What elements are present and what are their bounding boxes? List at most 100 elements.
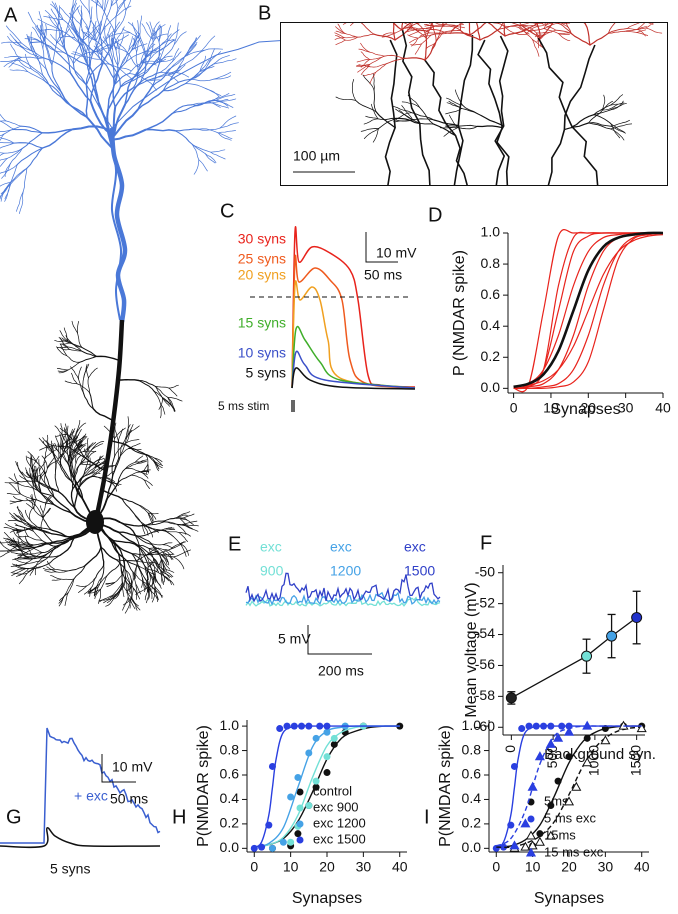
dendrite bbox=[553, 2, 555, 13]
dendrite bbox=[103, 466, 114, 469]
dendrite bbox=[334, 32, 345, 39]
dendrite bbox=[370, 103, 379, 120]
dendrite bbox=[198, 159, 208, 172]
x-tick-label: 10 bbox=[543, 400, 559, 416]
dendrite bbox=[396, 17, 407, 19]
dendrite bbox=[57, 444, 66, 453]
dendrite bbox=[384, 39, 398, 185]
dendrite bbox=[360, 42, 370, 53]
panel-label: H bbox=[172, 806, 186, 828]
dendrite bbox=[476, 0, 478, 19]
panel-label: D bbox=[428, 204, 442, 226]
dendrite bbox=[535, 31, 553, 34]
dendrite bbox=[51, 529, 75, 539]
dendrite bbox=[432, 0, 446, 3]
dendrite bbox=[82, 450, 97, 453]
dendrite bbox=[46, 457, 55, 469]
dendrite bbox=[67, 450, 74, 464]
dendrite bbox=[3, 148, 23, 154]
dendrite bbox=[475, 13, 485, 19]
dendrite bbox=[403, 23, 412, 27]
dendrite bbox=[133, 543, 150, 549]
dendrite bbox=[9, 69, 28, 72]
dendrite bbox=[438, 4, 439, 13]
dendrite bbox=[392, 23, 403, 31]
point bbox=[600, 735, 611, 745]
trace-label: 1500 bbox=[404, 563, 435, 579]
dendrite bbox=[94, 40, 111, 57]
dendrite bbox=[78, 19, 81, 36]
dendrite bbox=[152, 530, 166, 533]
dendrite bbox=[88, 6, 93, 30]
dendrite bbox=[375, 1, 386, 16]
dendrite bbox=[500, 0, 511, 3]
dendrite bbox=[378, 117, 397, 130]
dendrite bbox=[95, 577, 103, 588]
point bbox=[582, 720, 593, 730]
dendrite bbox=[217, 132, 232, 141]
dendrite bbox=[453, 2, 464, 8]
dendrite bbox=[136, 565, 143, 578]
dendrite bbox=[74, 444, 84, 453]
dendrite bbox=[143, 479, 150, 489]
point bbox=[323, 769, 331, 777]
dendrite bbox=[449, 6, 456, 14]
dendrite bbox=[122, 557, 138, 566]
point bbox=[520, 841, 531, 851]
dendrite bbox=[153, 559, 159, 569]
y-tick-label: 0.8 bbox=[481, 255, 501, 271]
dendrite bbox=[357, 33, 375, 38]
dendrite bbox=[93, 45, 103, 56]
point bbox=[554, 777, 562, 785]
dendrite bbox=[138, 504, 149, 514]
dendrite bbox=[54, 458, 57, 475]
dendrite bbox=[10, 167, 28, 185]
dendrite bbox=[84, 546, 102, 567]
dendrite bbox=[111, 40, 281, 129]
dendrite bbox=[46, 460, 58, 469]
dendrite bbox=[122, 582, 132, 599]
dendrite bbox=[418, 24, 427, 39]
dendrite bbox=[61, 96, 88, 119]
dendrite bbox=[414, 43, 422, 55]
dendrite bbox=[20, 493, 37, 501]
dendrite bbox=[160, 404, 166, 415]
dendrite bbox=[610, 123, 625, 133]
dendrite bbox=[5, 120, 22, 127]
dendrite bbox=[50, 448, 62, 465]
dendrite bbox=[163, 517, 181, 523]
dendrite bbox=[83, 587, 92, 595]
dendrite bbox=[29, 41, 113, 129]
panel-label: G bbox=[6, 806, 22, 828]
dendrite bbox=[21, 546, 35, 550]
dendrite bbox=[181, 523, 199, 532]
dendrite bbox=[176, 64, 186, 73]
dendrite bbox=[105, 39, 111, 57]
legend-label: exc 900 bbox=[313, 799, 359, 814]
dendrite bbox=[34, 479, 42, 494]
dendrite bbox=[4, 184, 11, 200]
dendrite bbox=[162, 542, 173, 546]
dendrite bbox=[363, 72, 376, 76]
dendrite bbox=[86, 576, 97, 587]
dendrite bbox=[207, 51, 222, 66]
dendrite bbox=[71, 320, 78, 334]
dendrite bbox=[442, 29, 461, 34]
dendrite bbox=[382, 0, 386, 16]
dendrite bbox=[498, 24, 520, 30]
dendrite bbox=[554, 9, 570, 13]
dendrite bbox=[18, 572, 28, 585]
dendrite bbox=[555, 3, 565, 10]
dendrite bbox=[51, 451, 61, 467]
dendrite bbox=[131, 596, 139, 607]
dendrite bbox=[421, 0, 428, 8]
dendrite bbox=[148, 547, 164, 551]
dendrite bbox=[455, 16, 470, 21]
dendrite bbox=[55, 570, 70, 573]
point bbox=[571, 781, 582, 791]
dendrite bbox=[445, 4, 448, 15]
dendrite bbox=[459, 0, 461, 7]
dendrite bbox=[112, 539, 135, 545]
dendrite bbox=[540, 13, 552, 21]
dendrite bbox=[160, 33, 172, 46]
